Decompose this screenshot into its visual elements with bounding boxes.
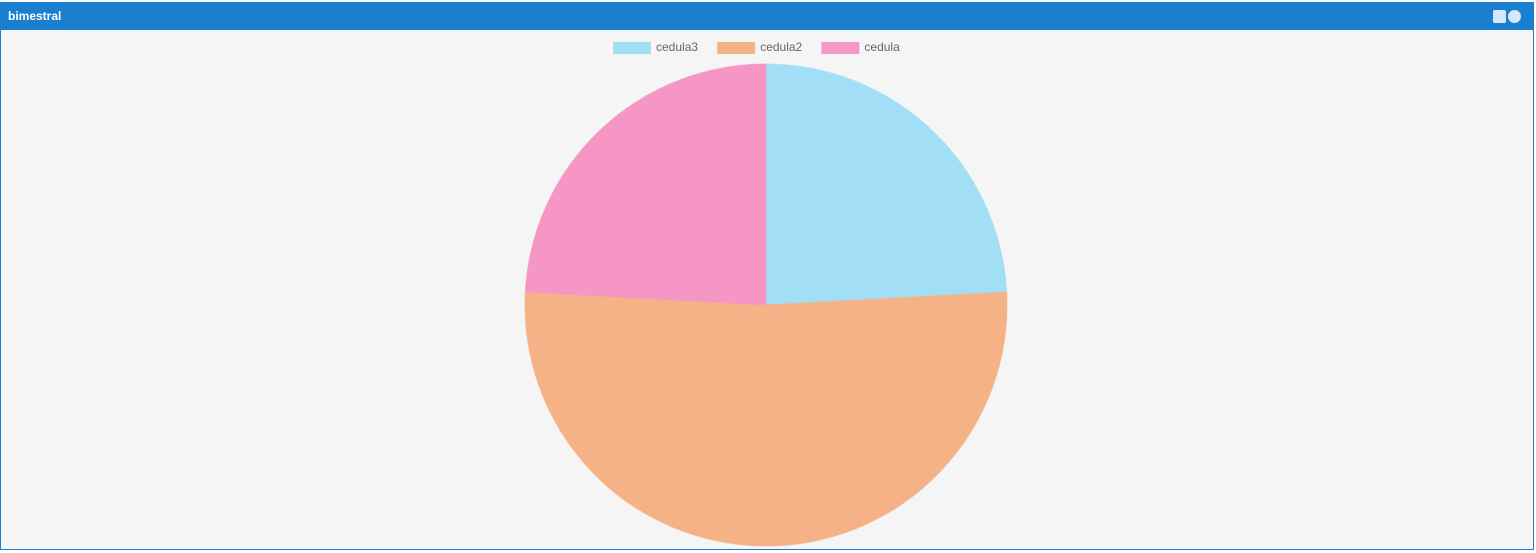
pie-slice bbox=[524, 291, 1008, 547]
legend-swatch bbox=[821, 42, 860, 54]
legend-label: cedula3 bbox=[656, 40, 698, 54]
chart: cedula3 cedula2 cedula bbox=[524, 40, 1008, 547]
legend-label: cedula2 bbox=[760, 40, 802, 54]
print-icon[interactable] bbox=[1493, 10, 1506, 23]
pie-slice bbox=[765, 63, 1008, 306]
legend-label: cedula bbox=[864, 40, 900, 54]
legend-swatch bbox=[613, 42, 651, 54]
legend-swatch bbox=[717, 42, 756, 54]
pie-slice bbox=[524, 63, 767, 306]
panel-title: bimestral bbox=[8, 9, 62, 23]
collapse-icon[interactable] bbox=[1508, 10, 1521, 23]
panel-header: bimestral bbox=[1, 3, 1533, 30]
